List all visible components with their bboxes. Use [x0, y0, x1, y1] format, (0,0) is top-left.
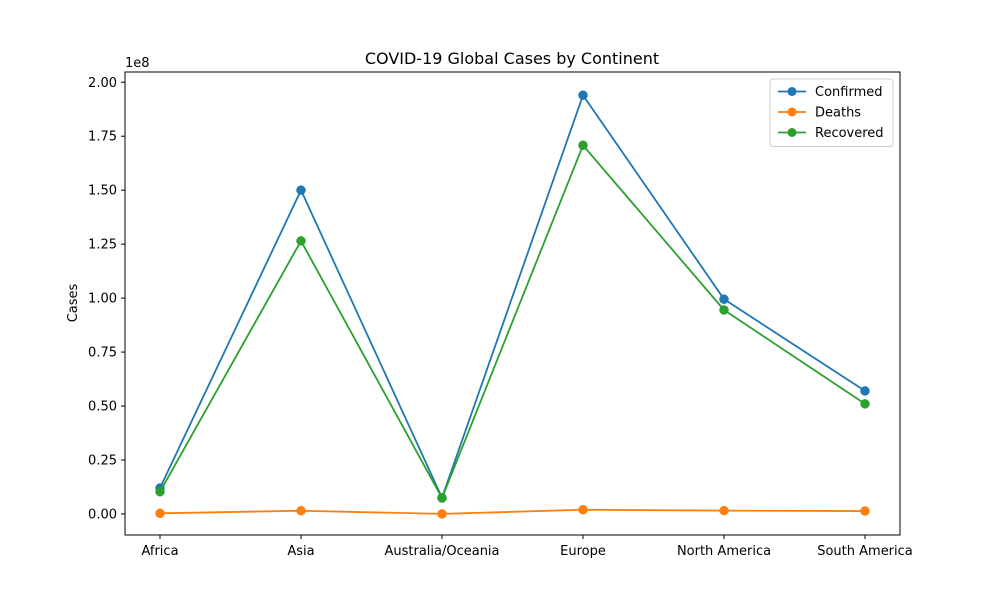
legend-label-confirmed: Confirmed	[815, 85, 883, 100]
data-point-recovered	[155, 486, 165, 497]
x-tick-label: Africa	[141, 544, 178, 559]
data-point-deaths	[578, 504, 588, 515]
chart-title: COVID-19 Global Cases by Continent	[365, 49, 659, 68]
data-point-recovered	[860, 399, 870, 409]
data-point-confirmed	[578, 90, 588, 100]
y-axis-label: Cases	[66, 283, 81, 322]
plot-area	[124, 71, 901, 536]
legend-marker-confirmed	[787, 87, 797, 96]
x-tick-label: Europe	[560, 544, 606, 559]
data-point-deaths	[437, 509, 447, 519]
legend-box	[769, 78, 894, 147]
legend-label-deaths: Deaths	[815, 106, 861, 121]
series-line-confirmed	[159, 94, 866, 499]
data-point-confirmed	[860, 386, 870, 396]
legend: Confirmed Deaths Recovered	[769, 78, 894, 147]
data-point-deaths	[155, 508, 165, 519]
data-point-deaths	[719, 505, 729, 516]
y-tick-label: 1.25	[88, 238, 117, 253]
y-tick-label: 0.00	[88, 507, 117, 522]
x-tick-label: Asia	[287, 544, 314, 559]
y-offset-label: 1e8	[125, 56, 150, 71]
y-axis-ticks: 0.00 0.25 0.50 0.75 1.00 1.25 1.50 1.75 2.00	[88, 76, 125, 522]
data-point-recovered	[296, 236, 306, 246]
x-tick-label: Australia/Oceania	[384, 544, 499, 559]
legend-marker-recovered	[787, 128, 797, 137]
y-tick-label: 1.75	[88, 130, 117, 145]
series-layer	[155, 90, 870, 519]
x-tick-label: South America	[817, 544, 913, 559]
series-deaths	[155, 504, 870, 519]
data-point-deaths	[296, 505, 306, 516]
series-recovered	[155, 140, 870, 503]
y-tick-label: 1.50	[88, 184, 117, 199]
y-tick-label: 2.00	[88, 76, 117, 91]
x-axis-ticks: Africa Asia Australia/Oceania Europe North A…	[141, 535, 913, 559]
series-line-recovered	[159, 144, 866, 499]
series-line-deaths	[159, 508, 866, 515]
data-point-recovered	[437, 493, 447, 503]
legend-label-recovered: Recovered	[815, 126, 884, 141]
data-point-confirmed	[719, 294, 729, 304]
y-tick-label: 0.25	[88, 453, 117, 468]
x-tick-label: North America	[677, 544, 771, 559]
data-point-recovered	[719, 305, 729, 315]
data-point-confirmed	[296, 185, 306, 195]
data-point-deaths	[860, 506, 870, 516]
y-tick-label: 0.75	[88, 346, 117, 361]
y-tick-label: 1.00	[88, 292, 117, 307]
data-point-recovered	[578, 140, 588, 151]
legend-marker-deaths	[787, 107, 797, 117]
y-tick-label: 0.50	[88, 400, 117, 415]
